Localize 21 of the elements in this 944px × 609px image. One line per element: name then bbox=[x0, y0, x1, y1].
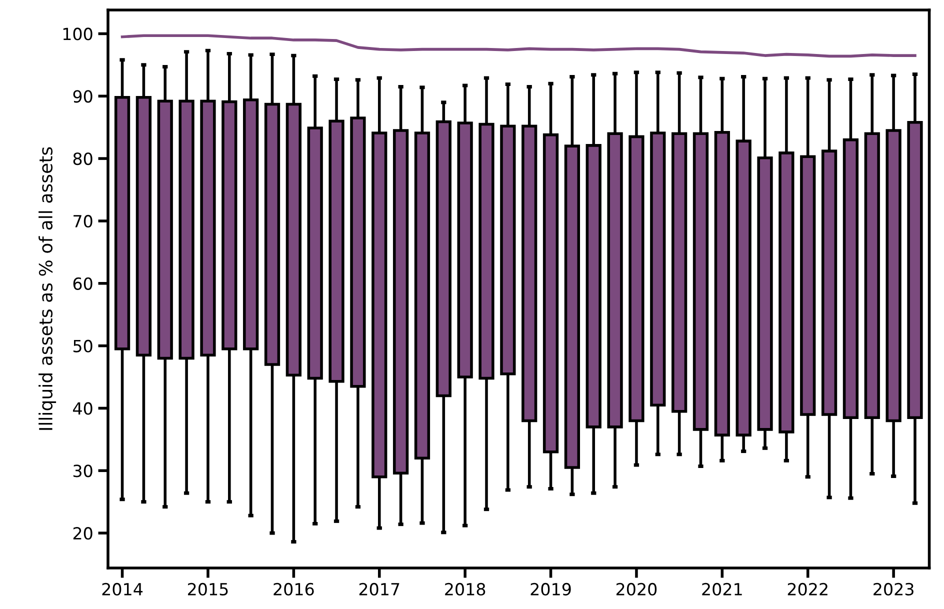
x-tick-label: 2023 bbox=[874, 582, 914, 596]
line-series bbox=[120, 34, 916, 58]
y-tick-label: 100 bbox=[63, 28, 92, 40]
y-tick-label: 20 bbox=[73, 527, 92, 540]
y-tick-label: 90 bbox=[73, 90, 92, 103]
x-tick-label: 2021 bbox=[702, 582, 742, 596]
x-tick-label: 2020 bbox=[616, 582, 657, 596]
y-tick-label: 40 bbox=[73, 402, 92, 415]
y-tick-label: 80 bbox=[73, 152, 92, 166]
y-tick-label: 50 bbox=[73, 340, 92, 352]
y-axis-title: Illiquid assets as % of all assets bbox=[38, 147, 56, 430]
x-tick-label: 2015 bbox=[188, 582, 228, 596]
x-tick-label: 2017 bbox=[359, 582, 400, 596]
x-tick-label: 2018 bbox=[445, 582, 486, 596]
y-tick-label: 30 bbox=[73, 464, 92, 478]
x-tick-label: 2016 bbox=[274, 582, 314, 596]
x-tick-label: 2019 bbox=[530, 582, 571, 596]
y-tick-label: 60 bbox=[73, 277, 92, 290]
x-tick-label: 2022 bbox=[788, 582, 828, 596]
y-tick-label: 70 bbox=[74, 214, 92, 228]
x-tick-label: 2014 bbox=[102, 582, 143, 596]
